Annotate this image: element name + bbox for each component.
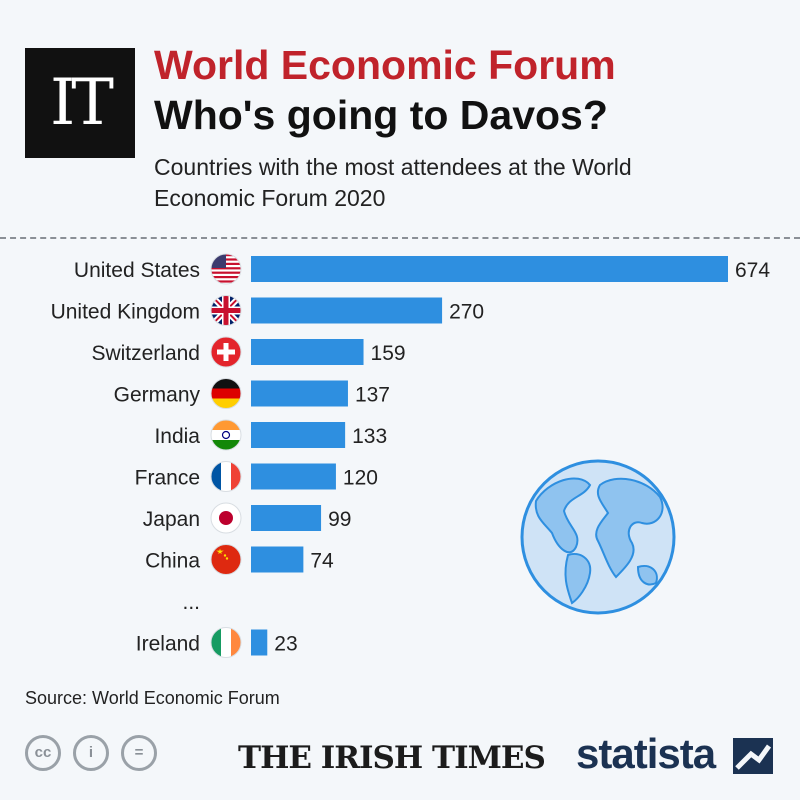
bar [251,546,304,573]
irish-times-logo: IT [25,48,135,158]
category-label: Switzerland [91,342,200,365]
bar [251,422,346,448]
category-label: Ireland [136,633,200,656]
bar [251,256,728,282]
flag-uk-icon [210,295,242,326]
data-label: 674 [735,259,770,282]
category-label: Germany [114,384,201,407]
flag-china-icon [210,544,242,575]
data-label: 120 [343,467,378,490]
category-label: France [135,467,200,490]
bar [251,505,322,531]
dashed-divider [0,237,800,239]
category-label: China [145,550,200,573]
data-label: 133 [352,425,387,448]
attribution-icon[interactable]: i [73,735,109,771]
category-label: United States [74,259,200,282]
globe-icon [520,459,676,615]
page-subtitle: Countries with the most attendees at the… [154,154,632,211]
category-label: United Kingdom [51,301,200,324]
bar [251,339,364,365]
data-label: 137 [355,384,390,407]
data-label: 99 [328,508,351,531]
flag-japan-icon [210,502,242,534]
data-label: 74 [310,550,334,573]
flag-india-icon [210,419,242,451]
bar [251,380,348,407]
category-label: ... [182,591,200,614]
flag-ireland-icon [210,627,242,658]
statista-logo[interactable]: statista [576,730,716,777]
bar-chart: United States 674 United Kingdom 270 Switzer… [51,253,770,658]
flag-usa-icon [210,253,242,285]
bar [251,297,443,324]
bar [251,463,336,490]
category-label: Japan [143,508,200,531]
page-title: World Economic Forum [154,42,616,88]
source-note: Source: World Economic Forum [25,688,280,708]
data-label: 159 [371,342,406,365]
cc-icon[interactable]: cc [25,735,61,771]
page-headline: Who's going to Davos? [154,92,608,138]
statista-mark-icon [733,738,773,774]
flag-france-icon [210,461,242,492]
publisher-wordmark: THE IRISH TIMES [238,740,546,776]
data-label: 270 [449,301,484,324]
flag-germany-icon [210,378,242,409]
flag-switzerland-icon [210,336,242,368]
category-label: India [154,425,200,448]
no-derivatives-icon[interactable]: = [121,735,157,771]
data-label: 23 [274,633,297,656]
bar [251,629,268,656]
